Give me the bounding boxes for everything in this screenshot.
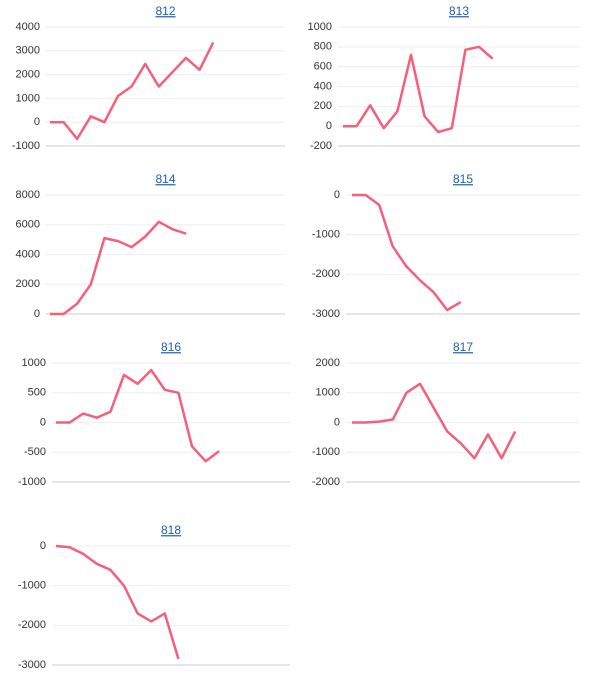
y-tick-label: 200 — [314, 100, 332, 112]
y-tick-label: 1000 — [308, 21, 332, 33]
y-tick-label: 2000 — [16, 278, 40, 290]
y-tick-label: 600 — [314, 61, 332, 73]
y-tick-label: 0 — [334, 189, 340, 201]
y-tick-label: 0 — [334, 416, 340, 428]
data-line — [56, 368, 220, 463]
y-tick-label: 3000 — [16, 45, 40, 57]
chart-title[interactable]: 813 — [449, 4, 469, 18]
y-tick-label: 0 — [40, 416, 46, 428]
data-line — [50, 41, 215, 141]
y-tick-label: 1000 — [22, 357, 46, 369]
chart-title[interactable]: 814 — [155, 172, 175, 186]
y-tick-label: 0 — [34, 116, 40, 128]
y-tick-label: 800 — [314, 41, 332, 53]
y-tick-label: -2000 — [312, 268, 340, 280]
y-tick-label: 500 — [28, 387, 46, 399]
y-tick-label: 0 — [34, 308, 40, 320]
data-line — [343, 45, 494, 134]
chart-title[interactable]: 816 — [161, 340, 181, 354]
y-tick-label: -3000 — [312, 308, 340, 320]
y-tick-label: 2000 — [316, 357, 340, 369]
data-line — [55, 544, 180, 660]
y-tick-label: -200 — [310, 140, 332, 152]
y-tick-label: 4000 — [16, 248, 40, 260]
y-tick-label: -2000 — [312, 476, 340, 488]
chart-title[interactable]: 812 — [155, 4, 175, 18]
data-line — [50, 220, 187, 316]
y-tick-label: 400 — [314, 80, 332, 92]
y-tick-label: -500 — [24, 446, 46, 458]
y-tick-label: -1000 — [18, 580, 46, 592]
y-tick-label: 1000 — [16, 92, 40, 104]
y-tick-label: 1000 — [316, 387, 340, 399]
y-tick-label: 8000 — [16, 189, 40, 201]
data-line — [352, 382, 517, 460]
y-tick-label: 0 — [40, 540, 46, 552]
y-tick-label: -1000 — [18, 476, 46, 488]
y-tick-label: -3000 — [18, 659, 46, 671]
chart-title[interactable]: 817 — [453, 340, 473, 354]
chart-title[interactable]: 815 — [453, 172, 473, 186]
y-tick-label: -2000 — [18, 619, 46, 631]
data-line — [352, 193, 462, 312]
y-tick-label: -1000 — [312, 446, 340, 458]
chart-title[interactable]: 818 — [161, 523, 181, 537]
y-tick-label: 0 — [326, 120, 332, 132]
y-tick-label: -1000 — [12, 140, 40, 152]
y-tick-label: 4000 — [16, 21, 40, 33]
y-tick-label: -1000 — [312, 229, 340, 241]
y-tick-label: 6000 — [16, 219, 40, 231]
y-tick-label: 2000 — [16, 69, 40, 81]
